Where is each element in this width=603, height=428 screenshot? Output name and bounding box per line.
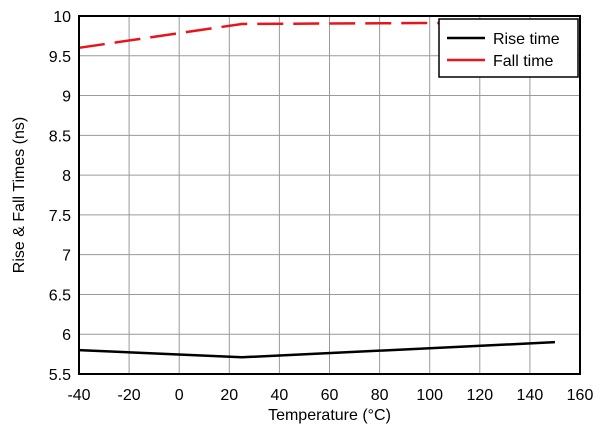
y-tick-label: 8 bbox=[62, 168, 71, 185]
y-tick-label: 9 bbox=[62, 89, 71, 106]
legend-label-fall-time: Fall time bbox=[493, 53, 554, 70]
x-tick-label: 160 bbox=[567, 387, 594, 404]
x-axis-title: Temperature (°C) bbox=[268, 407, 391, 424]
y-tick-label: 9.5 bbox=[49, 49, 71, 66]
x-tick-label: 20 bbox=[220, 387, 238, 404]
x-tick-label: 60 bbox=[321, 387, 339, 404]
x-tick-label: -40 bbox=[67, 387, 90, 404]
y-tick-label: 10 bbox=[53, 9, 71, 26]
legend-box bbox=[438, 18, 579, 78]
y-tick-label: 6.5 bbox=[49, 287, 71, 304]
x-tick-label: 120 bbox=[466, 387, 493, 404]
y-tick-label: 7.5 bbox=[49, 208, 71, 225]
x-tick-label: -20 bbox=[118, 387, 141, 404]
legend-label-rise-time: Rise time bbox=[493, 31, 560, 48]
x-tick-label: 100 bbox=[416, 387, 443, 404]
y-tick-label: 7 bbox=[62, 248, 71, 265]
y-tick-label: 5.5 bbox=[49, 367, 71, 384]
x-axis-ticks: -40 -20 0 20 40 60 80 100 120 140 160 bbox=[67, 387, 593, 404]
series-line-rise-time bbox=[78, 340, 556, 359]
y-tick-label: 6 bbox=[62, 327, 71, 344]
x-tick-label: 80 bbox=[371, 387, 389, 404]
y-axis-ticks: 5.5 6 6.5 7 7.5 8 8.5 9 9.5 10 bbox=[49, 9, 71, 384]
plot-frame bbox=[78, 15, 581, 375]
x-tick-label: 0 bbox=[175, 387, 184, 404]
x-tick-label: 40 bbox=[271, 387, 289, 404]
x-tick-label: 140 bbox=[517, 387, 544, 404]
legend: Rise time Fall time bbox=[438, 18, 579, 78]
y-axis-title: Rise & Fall Times (ns) bbox=[11, 117, 28, 273]
y-tick-label: 8.5 bbox=[49, 128, 71, 145]
